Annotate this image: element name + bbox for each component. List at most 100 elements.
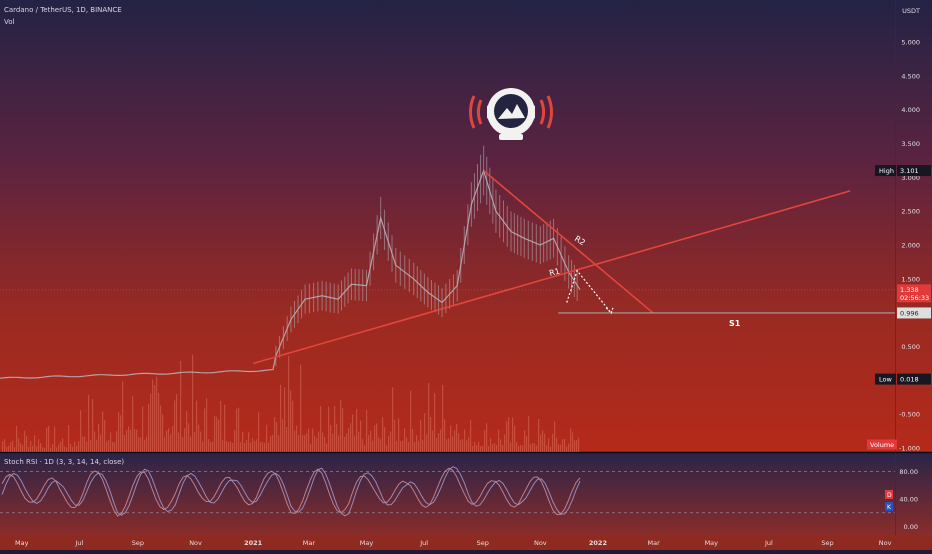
volume-bar <box>564 438 566 452</box>
volume-bar <box>478 442 480 452</box>
time-axis-label: Mar <box>303 539 316 547</box>
volume-bar <box>548 438 550 452</box>
trendline-falling-r2 <box>483 169 654 314</box>
volume-bar <box>88 394 90 452</box>
volume-bar <box>42 447 44 452</box>
volume-bar <box>254 440 256 452</box>
volume-bar <box>444 419 446 452</box>
badge-last-value: 1.338 <box>900 286 919 294</box>
stoch-rsi-title[interactable]: Stoch RSI · 1D (3, 3, 14, 14, close) <box>4 458 125 466</box>
badge-low-label: Low <box>879 376 892 384</box>
volume-bar <box>450 425 452 452</box>
volume-bar <box>320 406 322 452</box>
stoch-axis: 80.00 40.00 0.00 DK <box>885 468 918 531</box>
volume-bar <box>470 420 472 452</box>
time-axis-label: 2021 <box>244 539 263 547</box>
volume-bar <box>196 400 198 452</box>
volume-bar <box>84 436 86 452</box>
volume-bar <box>500 439 502 452</box>
stoch-k-tag: K <box>887 504 892 511</box>
volume-bar <box>510 442 512 452</box>
price-axis-tick: -1.000 <box>899 445 920 453</box>
price-axis[interactable]: USDT 5.000 4.500 4.000 3.500 3.000 2.500 2.000 1… <box>0 7 931 453</box>
volume-bar <box>390 431 392 452</box>
volume-bar <box>442 384 444 452</box>
time-axis-label: Mar <box>648 539 661 547</box>
badge-support: 0.996 <box>897 307 931 319</box>
volume-bar <box>346 433 348 452</box>
volume-bar <box>52 443 54 452</box>
volume-bar <box>232 442 234 452</box>
volume-bar <box>342 407 344 452</box>
volume-bar <box>312 428 314 452</box>
volume-bar <box>204 408 206 452</box>
volume-bar <box>150 393 152 452</box>
volume-bar <box>6 446 8 452</box>
volume-bar <box>538 418 540 452</box>
volume-bar <box>62 438 64 452</box>
time-axis-background <box>0 535 932 550</box>
stoch-axis-tick: 40.00 <box>899 496 918 504</box>
price-axis-tick: 3.000 <box>901 174 920 182</box>
volume-bar <box>308 428 310 452</box>
volume-bars <box>2 354 580 452</box>
volume-indicator-label[interactable]: Vol <box>4 18 15 26</box>
badge-low-label-bg <box>875 373 896 385</box>
volume-bar <box>318 431 320 452</box>
volume-bar <box>330 424 332 452</box>
volume-bar <box>48 426 50 452</box>
symbol-title[interactable]: Cardano / TetherUS, 1D, BINANCE <box>4 6 122 14</box>
volume-bar <box>558 444 560 452</box>
volume-bar <box>4 439 6 452</box>
time-axis[interactable]: May Jul Sep Nov 2021 Mar May Jul Sep Nov 2022 Mar Ma… <box>15 539 892 547</box>
volume-bar <box>522 445 524 452</box>
volume-bar <box>534 443 536 452</box>
projection-arrowhead <box>605 306 614 315</box>
volume-bar <box>176 394 178 452</box>
volume-bar <box>166 430 168 452</box>
volume-bar <box>542 430 544 452</box>
volume-bar <box>524 430 526 452</box>
volume-bar <box>146 436 148 452</box>
volume-bar <box>294 430 296 452</box>
volume-bar <box>512 417 514 452</box>
time-axis-label: May <box>360 539 374 547</box>
volume-bar <box>348 428 350 452</box>
volume-bar <box>220 400 222 452</box>
volume-bar <box>154 385 156 452</box>
volume-bar <box>284 387 286 452</box>
price-axis-tick: 1.500 <box>901 275 920 283</box>
volume-bar <box>374 425 376 452</box>
volume-bar <box>218 419 220 452</box>
volume-bar <box>300 364 302 452</box>
volume-bar <box>202 441 204 452</box>
volume-bar <box>358 431 360 452</box>
volume-bar <box>370 430 372 452</box>
time-axis-label: Jul <box>764 539 773 547</box>
volume-bar <box>332 433 334 452</box>
stoch-axis-tick: 80.00 <box>899 468 918 476</box>
volume-bar <box>484 429 486 452</box>
volume-bar <box>10 442 12 452</box>
volume-bar <box>290 390 292 452</box>
volume-bar <box>326 443 328 452</box>
badge-low: 0.018 <box>897 373 931 385</box>
volume-bar <box>498 429 500 452</box>
volume-bar <box>422 439 424 452</box>
volume-bar <box>482 445 484 452</box>
volume-bar <box>100 434 102 452</box>
time-axis-label: 2022 <box>589 539 607 547</box>
volume-bar <box>452 436 454 452</box>
volume-bar <box>194 432 196 452</box>
volume-bar <box>496 444 498 452</box>
volume-bar <box>334 406 336 452</box>
volume-bar <box>180 360 182 452</box>
volume-bar <box>122 381 124 452</box>
volume-bar <box>260 442 262 452</box>
volume-bar <box>384 427 386 452</box>
volume-bar <box>536 445 538 452</box>
volume-bar <box>432 430 434 452</box>
volume-bar <box>274 417 276 452</box>
